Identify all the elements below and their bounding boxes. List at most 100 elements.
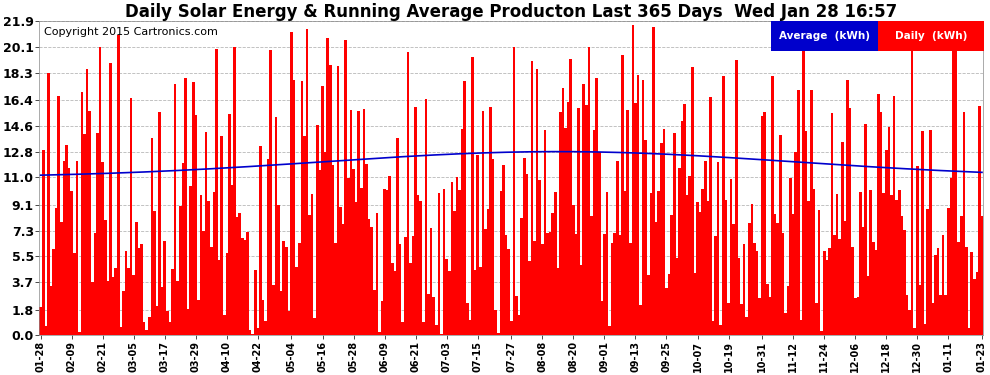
- Bar: [673, 133, 675, 335]
- Bar: [688, 176, 691, 335]
- Bar: [766, 284, 768, 335]
- Bar: [965, 247, 968, 335]
- Bar: [836, 194, 839, 335]
- Bar: [396, 138, 399, 335]
- Bar: [914, 328, 916, 335]
- Bar: [378, 332, 381, 335]
- Bar: [694, 273, 696, 335]
- Bar: [821, 331, 823, 335]
- Bar: [908, 310, 911, 335]
- Bar: [554, 192, 556, 335]
- Bar: [800, 321, 802, 335]
- Bar: [776, 224, 779, 335]
- Bar: [223, 315, 226, 335]
- Bar: [632, 24, 635, 335]
- Bar: [704, 161, 707, 335]
- Bar: [301, 81, 303, 335]
- Bar: [239, 213, 241, 335]
- Bar: [321, 86, 324, 335]
- Bar: [272, 285, 274, 335]
- Bar: [784, 313, 787, 335]
- Bar: [319, 170, 321, 335]
- Bar: [962, 112, 965, 335]
- Bar: [823, 251, 826, 335]
- Bar: [640, 304, 642, 335]
- Bar: [877, 21, 984, 51]
- Bar: [614, 233, 616, 335]
- Bar: [481, 111, 484, 335]
- Bar: [880, 112, 882, 335]
- Bar: [720, 325, 722, 335]
- Bar: [670, 215, 673, 335]
- Bar: [420, 201, 422, 335]
- Bar: [642, 80, 644, 335]
- Bar: [236, 217, 239, 335]
- Bar: [259, 146, 261, 335]
- Bar: [580, 266, 582, 335]
- Bar: [335, 243, 337, 335]
- Bar: [742, 244, 745, 335]
- Bar: [256, 328, 259, 335]
- Bar: [352, 169, 354, 335]
- Bar: [184, 78, 187, 335]
- Bar: [308, 216, 311, 335]
- Bar: [45, 326, 48, 335]
- Bar: [228, 114, 231, 335]
- Bar: [476, 155, 479, 335]
- Bar: [874, 250, 877, 335]
- Bar: [117, 34, 120, 335]
- Bar: [922, 131, 924, 335]
- Bar: [433, 297, 435, 335]
- Bar: [846, 80, 848, 335]
- Bar: [161, 287, 163, 335]
- Bar: [728, 303, 730, 335]
- Bar: [40, 308, 42, 335]
- Bar: [564, 128, 567, 335]
- Bar: [280, 291, 282, 335]
- Bar: [544, 130, 546, 335]
- Bar: [795, 152, 797, 335]
- Bar: [94, 233, 96, 335]
- Bar: [60, 222, 62, 335]
- Bar: [654, 222, 657, 335]
- Bar: [360, 188, 362, 335]
- Bar: [771, 21, 877, 51]
- Bar: [848, 108, 851, 335]
- Bar: [738, 258, 741, 335]
- Bar: [311, 194, 314, 335]
- Bar: [779, 135, 781, 335]
- Bar: [861, 227, 864, 335]
- Bar: [62, 161, 65, 335]
- Bar: [50, 286, 52, 335]
- Bar: [813, 189, 815, 335]
- Bar: [536, 69, 539, 335]
- Bar: [753, 243, 755, 335]
- Bar: [373, 290, 375, 335]
- Bar: [409, 263, 412, 335]
- Bar: [629, 243, 632, 335]
- Bar: [208, 201, 210, 335]
- Bar: [122, 291, 125, 335]
- Bar: [668, 274, 670, 335]
- Bar: [441, 334, 443, 335]
- Bar: [842, 142, 843, 335]
- Bar: [683, 104, 686, 335]
- Bar: [261, 300, 264, 335]
- Bar: [787, 286, 789, 335]
- Bar: [611, 243, 614, 335]
- Bar: [774, 214, 776, 335]
- Bar: [569, 59, 572, 335]
- Bar: [590, 216, 593, 335]
- Bar: [978, 106, 981, 335]
- Bar: [120, 327, 122, 335]
- Bar: [471, 57, 474, 335]
- Bar: [556, 268, 559, 335]
- Bar: [248, 330, 251, 335]
- Bar: [750, 204, 753, 335]
- Bar: [981, 216, 983, 335]
- Bar: [927, 209, 929, 335]
- Bar: [401, 322, 404, 335]
- Bar: [205, 132, 208, 335]
- Bar: [70, 191, 73, 335]
- Bar: [231, 184, 234, 335]
